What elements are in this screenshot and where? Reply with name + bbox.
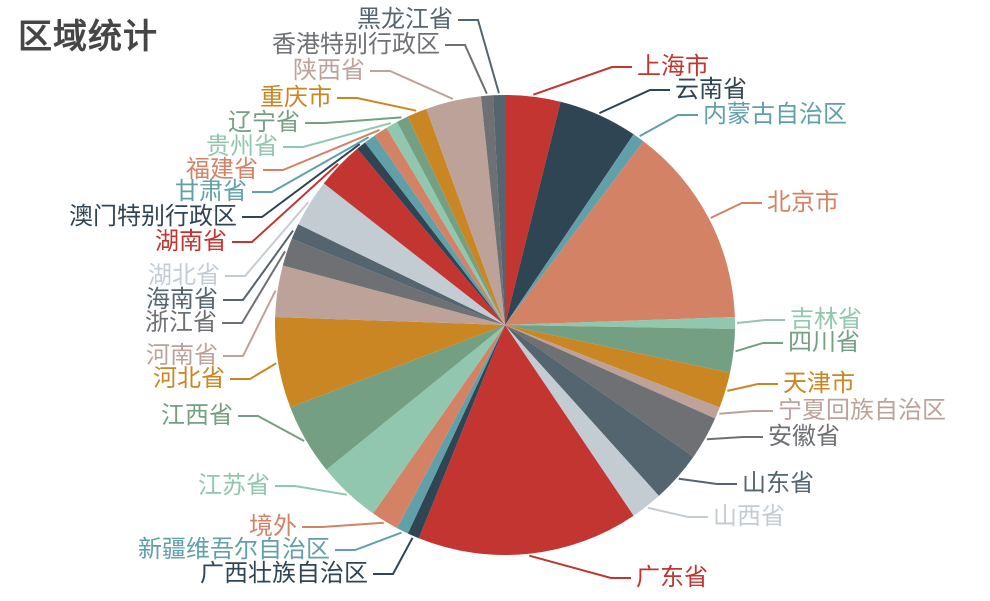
label-line-广东省 [529,554,631,579]
label-line-甘肃省 [252,136,370,193]
label-line-辽宁省 [305,116,402,124]
pie-slice-陕西省[interactable] [426,96,505,325]
label-line-宁夏回族自治区 [719,410,773,415]
slice-label-北京市[interactable]: 北京市 [767,189,839,216]
pie-slice-天津市[interactable] [505,325,730,408]
label-line-湖北省 [225,201,310,277]
label-line-香港特别行政区 [445,44,488,95]
pie-slice-湖北省[interactable] [298,183,505,325]
pie-slice-海南省[interactable] [291,224,505,325]
label-line-江西省 [238,415,305,442]
label-line-广西壮族自治区 [373,537,414,575]
label-line-澳门特别行政区 [242,143,361,218]
slice-label-山西省[interactable]: 山西省 [713,503,785,530]
label-line-黑龙江省 [458,19,500,94]
slice-label-境外[interactable]: 境外 [249,513,297,540]
label-line-海南省 [223,230,294,301]
pie-slice-四川省[interactable] [505,325,735,373]
slice-label-黑龙江省[interactable]: 黑龙江省 [357,6,453,33]
slice-label-内蒙古自治区[interactable]: 内蒙古自治区 [703,101,847,128]
label-line-河北省 [230,362,277,380]
slice-label-江西省[interactable]: 江西省 [161,402,233,429]
label-line-湖南省 [232,163,339,243]
slice-label-上海市[interactable]: 上海市 [637,53,709,80]
slice-label-浙江省[interactable]: 浙江省 [145,309,217,336]
slice-label-广西壮族自治区[interactable]: 广西壮族自治区 [200,560,368,587]
label-line-福建省 [263,128,380,171]
pie-slice-内蒙古自治区[interactable] [505,134,644,325]
label-line-浙江省 [222,250,286,324]
slice-label-江苏省[interactable]: 江苏省 [198,472,270,499]
slice-label-陕西省[interactable]: 陕西省 [293,57,365,84]
slice-label-山东省[interactable]: 山东省 [742,470,814,497]
pie-slice-广西壮族自治区[interactable] [407,325,505,539]
slice-label-河北省[interactable]: 河北省 [153,365,225,392]
slice-label-辽宁省[interactable]: 辽宁省 [228,109,300,136]
pie-slice-吉林省[interactable] [505,317,736,329]
pie-slice-上海市[interactable] [505,94,561,325]
label-line-天津市 [727,383,778,392]
slice-label-湖南省[interactable]: 湖南省 [155,228,227,255]
label-line-陕西省 [370,70,454,100]
pie-slice-香港特别行政区[interactable] [481,95,505,325]
pie-slice-辽宁省[interactable] [397,116,505,326]
pie-slice-山东省[interactable] [505,325,694,496]
chart-title: 区域统计 [18,18,158,56]
label-line-云南省 [598,89,670,115]
pie-slice-江西省[interactable] [290,325,505,470]
pie-slice-河北省[interactable] [274,317,505,408]
label-line-吉林省 [736,319,785,324]
pie-slice-江苏省[interactable] [326,325,505,514]
slice-label-宁夏回族自治区[interactable]: 宁夏回族自治区 [778,397,946,424]
pie-slice-黑龙江省[interactable] [493,94,505,325]
slice-label-河南省[interactable]: 河南省 [146,342,218,369]
slice-label-云南省[interactable]: 云南省 [675,76,747,103]
label-line-北京市 [710,202,762,219]
label-line-上海市 [532,66,632,96]
slice-label-天津市[interactable]: 天津市 [783,370,855,397]
pie-slice-贵州省[interactable] [386,121,506,326]
label-line-河南省 [223,290,277,357]
label-line-山西省 [647,506,708,518]
pie-slice-湖南省[interactable] [323,148,505,325]
slice-label-广东省[interactable]: 广东省 [636,564,708,591]
label-line-贵州省 [283,122,392,148]
pie-slice-云南省[interactable] [505,101,634,325]
pie-slice-安徽省[interactable] [505,325,716,457]
pie-slice-宁夏回族自治区[interactable] [505,325,720,419]
slice-label-福建省[interactable]: 福建省 [186,156,258,183]
pie-slice-澳门特别行政区[interactable] [357,142,505,326]
slice-label-海南省[interactable]: 海南省 [146,286,218,313]
label-line-境外 [302,521,384,528]
pie-slice-重庆市[interactable] [407,108,505,326]
slice-label-重庆市[interactable]: 重庆市 [260,84,332,111]
slice-label-澳门特别行政区[interactable]: 澳门特别行政区 [69,203,237,230]
slice-label-新疆维吾尔自治区[interactable]: 新疆维吾尔自治区 [138,536,330,563]
pie-slice-浙江省[interactable] [282,238,505,325]
pie-slice-河南省[interactable] [275,265,505,326]
pie-slice-新疆维吾尔自治区[interactable] [397,325,505,534]
pie-slice-甘肃省[interactable] [365,135,505,326]
slice-label-贵州省[interactable]: 贵州省 [206,133,278,160]
pie-slice-山西省[interactable] [505,325,659,516]
label-line-四川省 [735,342,783,353]
pie-slice-福建省[interactable] [374,127,505,326]
label-line-内蒙古自治区 [639,114,698,137]
slice-label-香港特别行政区[interactable]: 香港特别行政区 [272,31,440,58]
label-line-新疆维吾尔自治区 [335,531,402,551]
label-line-山东省 [678,477,737,485]
slice-label-安徽省[interactable]: 安徽省 [768,423,840,450]
label-line-江苏省 [275,485,347,496]
pie-slice-境外[interactable] [373,325,505,529]
slice-label-甘肃省[interactable]: 甘肃省 [175,178,247,205]
label-line-重庆市 [337,97,417,112]
pie-slice-北京市[interactable] [505,141,735,325]
slice-label-四川省[interactable]: 四川省 [788,329,860,356]
pie-slice-广东省[interactable] [418,325,634,556]
slice-label-湖北省[interactable]: 湖北省 [148,262,220,289]
slice-label-吉林省[interactable]: 吉林省 [790,306,862,333]
label-line-安徽省 [706,436,763,441]
